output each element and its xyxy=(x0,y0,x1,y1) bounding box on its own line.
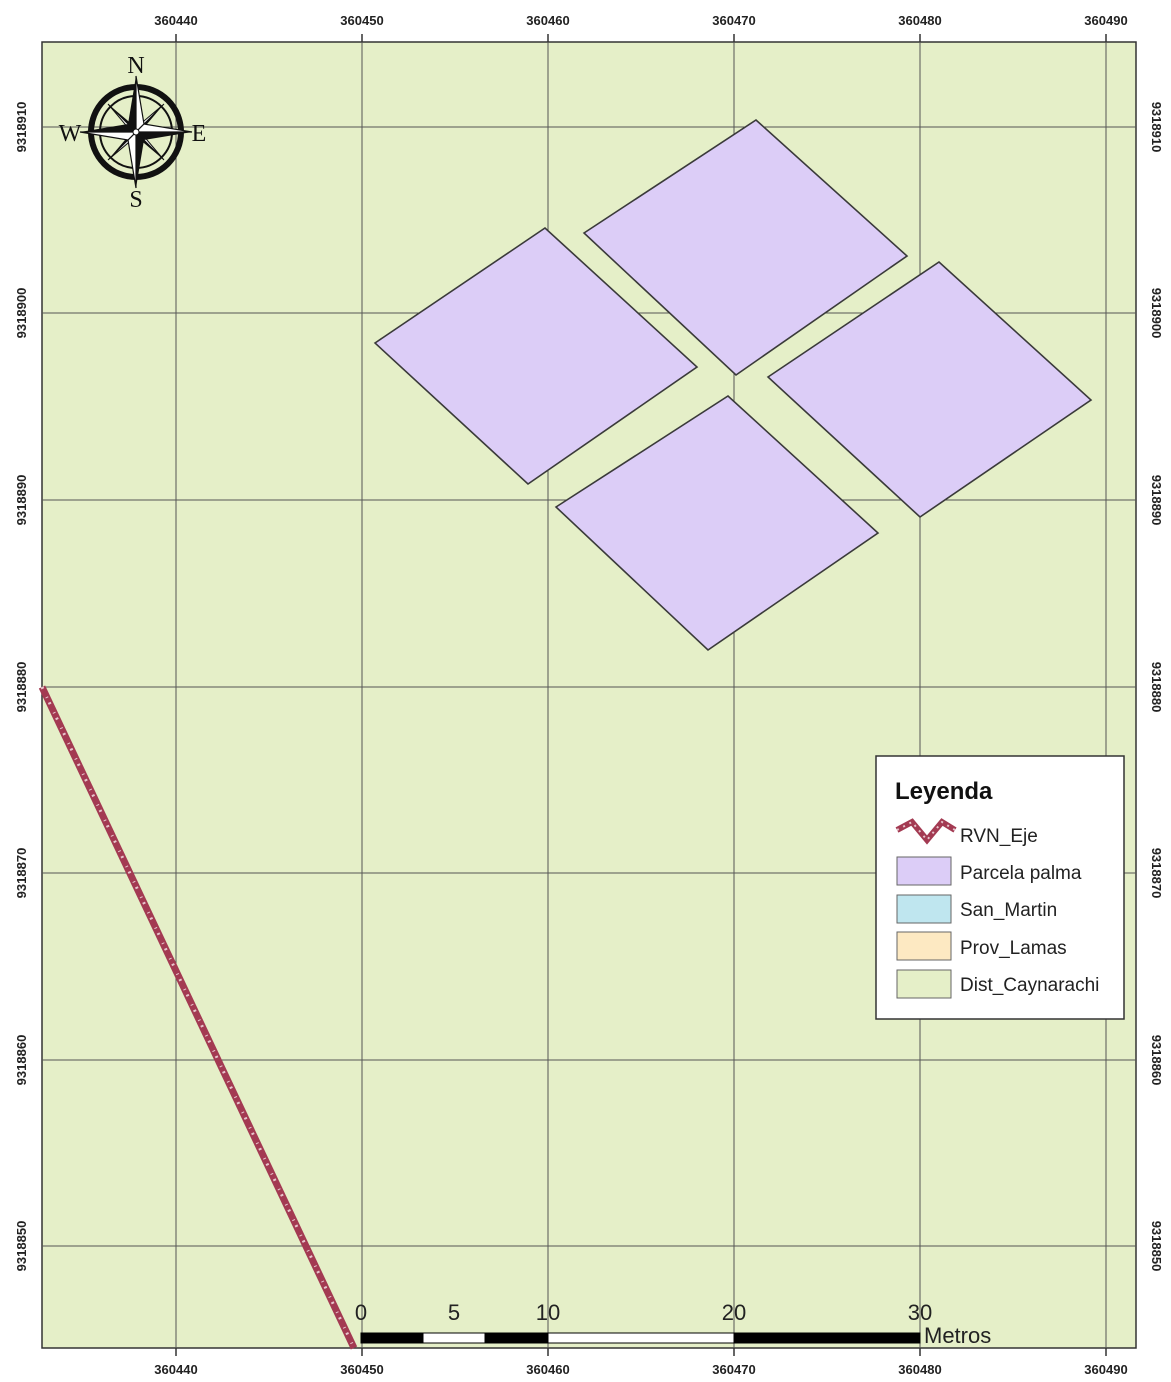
x-tick-label: 360450 xyxy=(340,1362,383,1377)
y-tick-label: 9318870 xyxy=(1149,848,1164,899)
scale-label-20: 20 xyxy=(722,1300,746,1325)
legend-swatch-prov-lamas xyxy=(896,931,952,961)
x-tick-label: 360460 xyxy=(526,1362,569,1377)
y-tick-label: 9318890 xyxy=(14,475,29,526)
frame-ticks xyxy=(175,34,1107,1356)
y-tick-label: 9318860 xyxy=(1149,1035,1164,1086)
x-tick-label: 360440 xyxy=(154,1362,197,1377)
scale-seg-10-20 xyxy=(547,1332,735,1344)
y-tick-label: 9318910 xyxy=(14,102,29,153)
compass-point-e-dark xyxy=(136,132,192,140)
legend-item-dist-caynarachi: Dist_Caynarachi xyxy=(960,975,1099,996)
parcels xyxy=(373,118,1093,652)
y-tick-label: 9318850 xyxy=(14,1221,29,1272)
x-tick-label: 360490 xyxy=(1084,13,1127,28)
x-tick-label: 360440 xyxy=(154,13,197,28)
scale-label-10: 10 xyxy=(536,1300,560,1325)
legend-item-san-martin: San_Martin xyxy=(960,900,1057,921)
x-tick-label: 360470 xyxy=(712,1362,755,1377)
y-tick-label: 9318880 xyxy=(1149,662,1164,713)
y-tick-label: 9318860 xyxy=(14,1035,29,1086)
compass-point-s xyxy=(136,132,144,188)
scale-seg-20-30 xyxy=(733,1332,921,1344)
map-frame xyxy=(41,41,1137,1349)
y-tick-label: 9318890 xyxy=(1149,475,1164,526)
scale-seg-2.5-5 xyxy=(422,1332,486,1344)
legend-item-rvn-eje: RVN_Eje xyxy=(960,826,1038,847)
compass-rose-icon xyxy=(79,75,193,189)
parcel-east[interactable] xyxy=(766,260,1093,519)
y-tick-label: 9318850 xyxy=(1149,1221,1164,1272)
x-tick-label: 360480 xyxy=(898,1362,941,1377)
x-tick-label: 360480 xyxy=(898,13,941,28)
legend-swatch-san-martin xyxy=(896,894,952,924)
scale-label-30: 30 xyxy=(908,1300,932,1325)
x-tick-label: 360460 xyxy=(526,13,569,28)
parcel-north[interactable] xyxy=(582,118,909,377)
compass-label-e: E xyxy=(192,121,207,147)
y-tick-label: 9318910 xyxy=(1149,102,1164,153)
legend: Leyenda RVN_Eje Parcela palma San_Martin… xyxy=(875,755,1125,1020)
legend-symbol-road xyxy=(895,818,957,845)
y-tick-labels-right: 9318910 9318900 9318890 9318880 9318870 … xyxy=(1149,102,1164,1272)
legend-item-prov-lamas: Prov_Lamas xyxy=(960,938,1067,959)
compass-point-w-dark xyxy=(80,124,136,132)
compass-label-w: W xyxy=(59,121,82,147)
scale-seg-0-2.5 xyxy=(360,1332,424,1344)
x-tick-labels-top: 360440 360450 360460 360470 360480 36049… xyxy=(154,13,1127,28)
y-tick-label: 9318900 xyxy=(14,288,29,339)
parcel-south[interactable] xyxy=(554,394,880,652)
scale-unit-label: Metros xyxy=(924,1323,991,1348)
road-rvn-eje[interactable] xyxy=(38,685,358,1350)
legend-swatch-parcela-palma xyxy=(896,856,952,886)
road-line xyxy=(38,685,358,1350)
scale-label-0: 0 xyxy=(355,1300,367,1325)
y-tick-label: 9318900 xyxy=(1149,288,1164,339)
legend-title: Leyenda xyxy=(895,778,993,805)
compass-point-n xyxy=(128,76,136,132)
scale-seg-5-7.5 xyxy=(484,1332,549,1344)
compass-label-n: N xyxy=(127,53,144,79)
y-tick-label: 9318870 xyxy=(14,848,29,899)
scale-bar: 0 5 10 20 30 Metros xyxy=(355,1300,991,1348)
y-tick-label: 9318880 xyxy=(14,662,29,713)
compass-label-s: S xyxy=(129,187,142,213)
scale-label-5: 5 xyxy=(448,1300,460,1325)
legend-item-parcela-palma: Parcela palma xyxy=(960,863,1082,884)
x-tick-labels-bottom: 360440 360450 360460 360470 360480 36049… xyxy=(154,1362,1127,1377)
x-tick-label: 360470 xyxy=(712,13,755,28)
parcel-west[interactable] xyxy=(373,226,699,486)
y-tick-labels-left: 9318910 9318900 9318890 9318880 9318870 … xyxy=(14,102,29,1272)
compass-center xyxy=(132,128,140,136)
x-tick-label: 360450 xyxy=(340,13,383,28)
legend-swatch-dist-caynarachi xyxy=(896,969,952,999)
x-tick-label: 360490 xyxy=(1084,1362,1127,1377)
